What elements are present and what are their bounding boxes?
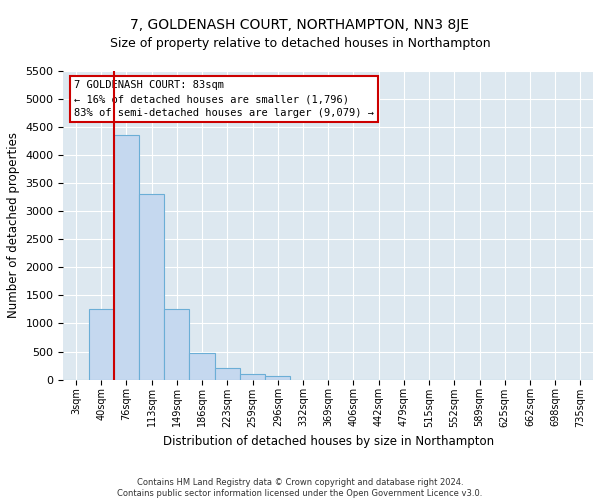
- Text: 7, GOLDENASH COURT, NORTHAMPTON, NN3 8JE: 7, GOLDENASH COURT, NORTHAMPTON, NN3 8JE: [131, 18, 470, 32]
- Text: Contains HM Land Registry data © Crown copyright and database right 2024.
Contai: Contains HM Land Registry data © Crown c…: [118, 478, 482, 498]
- Bar: [164, 310, 190, 380]
- Bar: [139, 194, 164, 380]
- Y-axis label: Number of detached properties: Number of detached properties: [7, 132, 20, 318]
- Bar: [240, 374, 265, 380]
- Text: Size of property relative to detached houses in Northampton: Size of property relative to detached ho…: [110, 38, 490, 51]
- Bar: [89, 310, 114, 380]
- Bar: [215, 368, 240, 380]
- Bar: [265, 376, 290, 380]
- Bar: [114, 136, 139, 380]
- Text: 7 GOLDENASH COURT: 83sqm
← 16% of detached houses are smaller (1,796)
83% of sem: 7 GOLDENASH COURT: 83sqm ← 16% of detach…: [74, 80, 374, 118]
- Bar: [190, 352, 215, 380]
- X-axis label: Distribution of detached houses by size in Northampton: Distribution of detached houses by size …: [163, 435, 494, 448]
